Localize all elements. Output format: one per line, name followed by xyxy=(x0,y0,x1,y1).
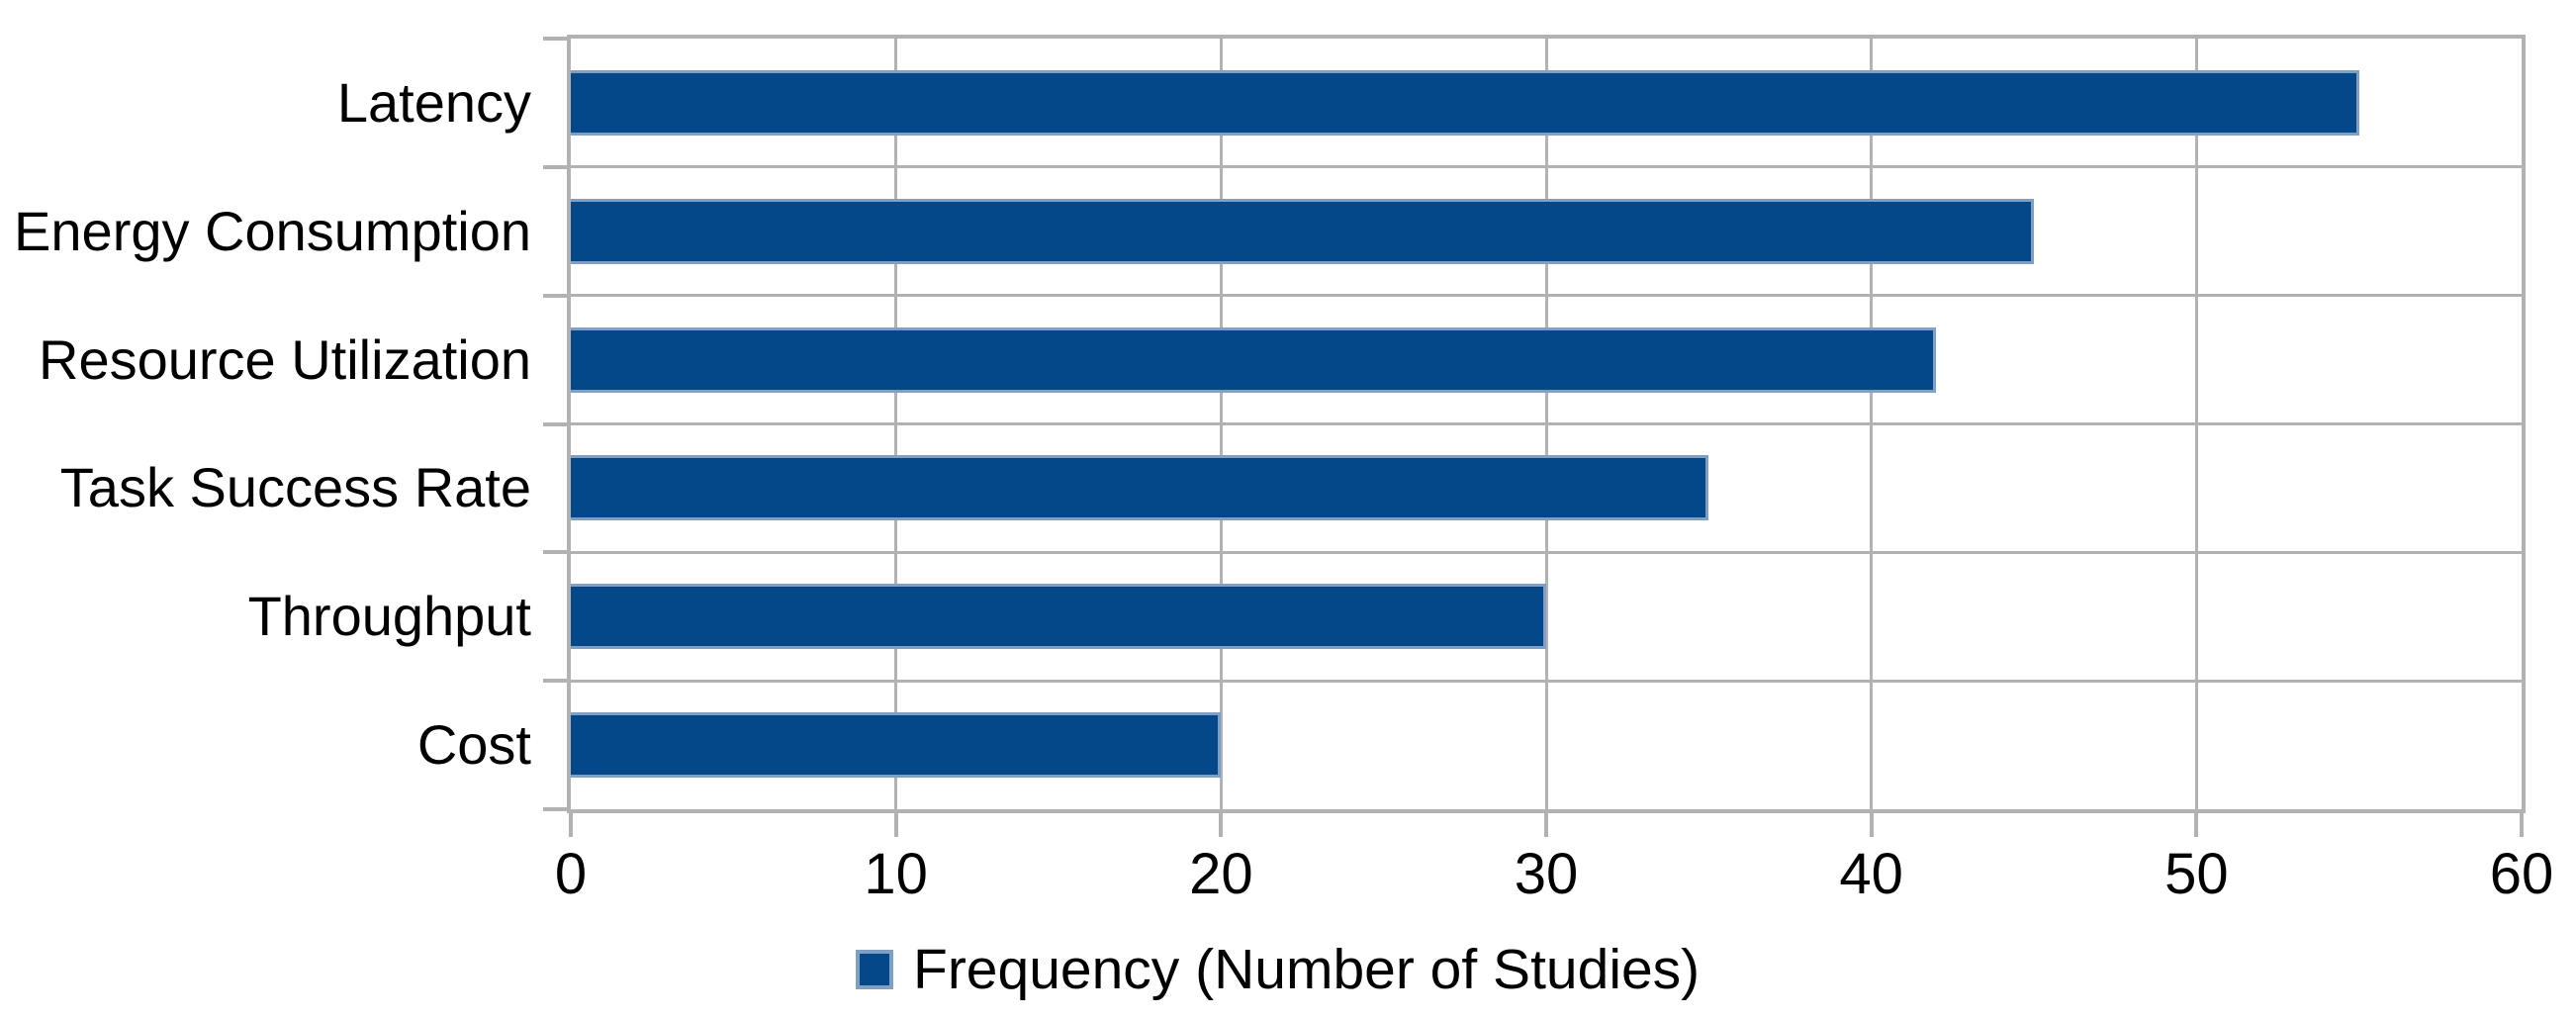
category-label: Throughput xyxy=(247,585,531,648)
bar xyxy=(571,584,1546,650)
x-tick-label: 40 xyxy=(1839,842,1903,906)
x-tick-label: 20 xyxy=(1189,842,1253,906)
x-tick-label: 60 xyxy=(2489,842,2554,906)
category-boundary-line xyxy=(571,165,2522,169)
bar xyxy=(571,198,2034,264)
legend-label: Frequency (Number of Studies) xyxy=(913,938,1701,1001)
legend: Frequency (Number of Studies) xyxy=(856,940,1700,999)
bar xyxy=(571,69,2359,136)
x-axis-tick-mark xyxy=(893,813,898,837)
x-axis-tick-mark xyxy=(1219,813,1224,837)
category-boundary-line xyxy=(571,679,2522,683)
bar xyxy=(571,326,1937,393)
y-axis-tick-mark xyxy=(543,293,567,298)
y-axis-tick-mark xyxy=(543,421,567,426)
x-tick-label: 50 xyxy=(2164,842,2229,906)
category-boundary-line xyxy=(571,294,2522,298)
y-axis-tick-mark xyxy=(543,807,567,811)
category-label: Latency xyxy=(336,70,531,134)
category-boundary-line xyxy=(571,550,2522,554)
x-tick-label: 10 xyxy=(864,842,928,906)
bar xyxy=(571,712,1222,779)
y-axis-tick-mark xyxy=(543,164,567,169)
y-axis-tick-mark xyxy=(543,679,567,684)
x-axis-tick-mark xyxy=(2520,813,2524,837)
category-label: Resource Utilization xyxy=(39,327,531,391)
y-axis-tick-mark xyxy=(543,37,567,41)
category-label: Cost xyxy=(416,713,531,777)
category-boundary-line xyxy=(571,422,2522,425)
x-axis-tick-mark xyxy=(569,813,573,837)
x-axis-tick-mark xyxy=(1869,813,1874,837)
x-tick-label: 0 xyxy=(554,842,588,906)
category-label: Energy Consumption xyxy=(14,199,531,262)
legend-swatch xyxy=(856,950,893,989)
x-axis-tick-mark xyxy=(1544,813,1548,837)
plot-area xyxy=(567,35,2526,813)
x-axis-tick-mark xyxy=(2194,813,2199,837)
x-tick-label: 30 xyxy=(1514,842,1579,906)
category-label: Task Success Rate xyxy=(59,456,531,519)
bar xyxy=(571,455,1709,521)
y-axis-tick-mark xyxy=(543,550,567,555)
